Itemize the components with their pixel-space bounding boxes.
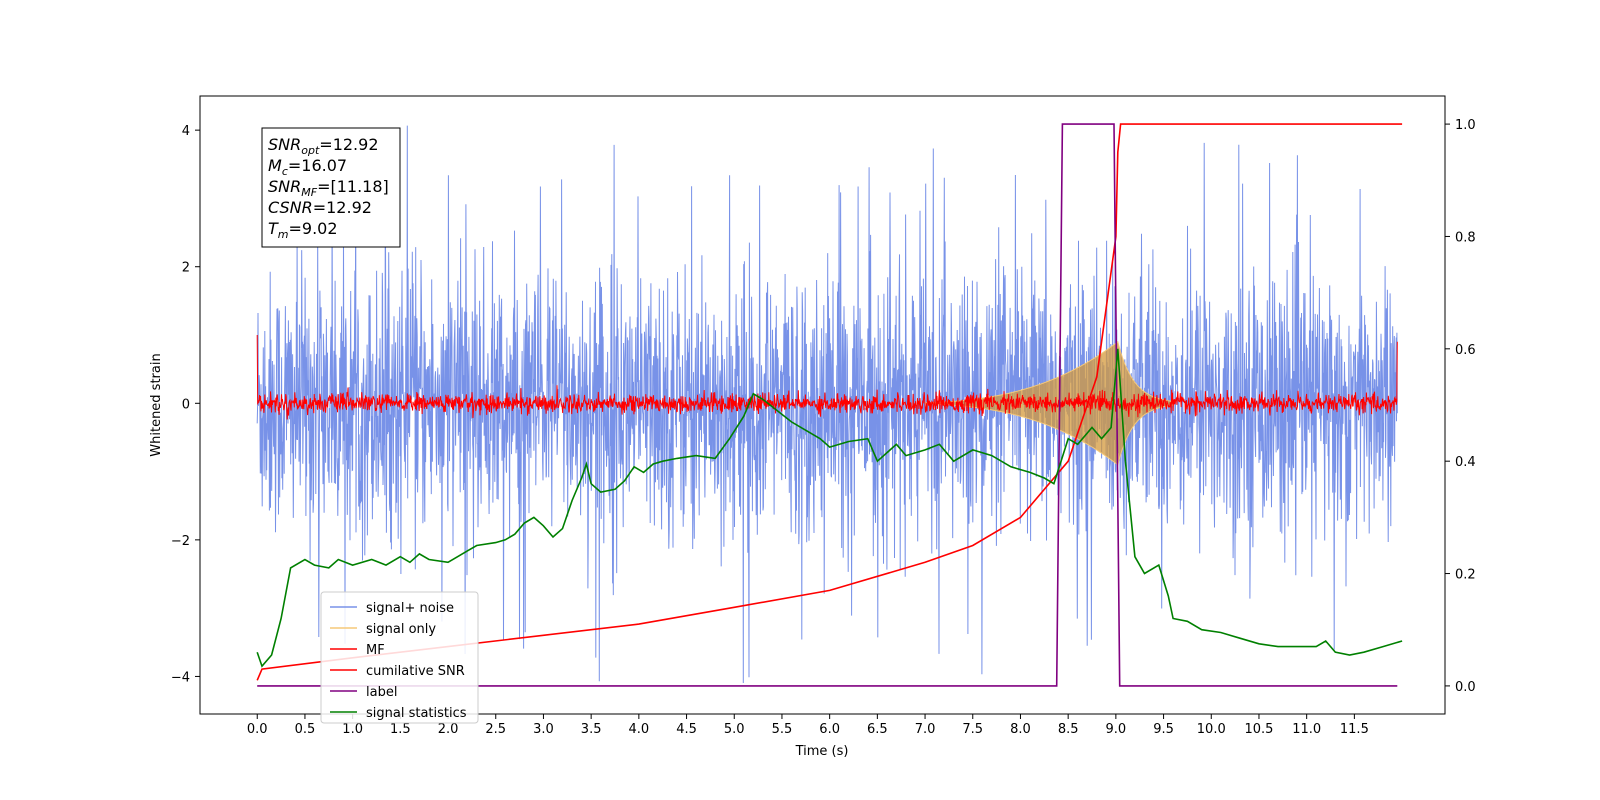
legend-entry: cumilative SNR	[366, 664, 465, 679]
legend-entry: signal only	[366, 622, 436, 637]
x-tick-label: 1.5	[390, 722, 411, 737]
x-tick-label: 11.0	[1292, 722, 1321, 737]
legend: signal+ noise signal only MF cumilative SNR…	[320, 591, 479, 724]
y-tick-label: −4	[171, 670, 190, 685]
x-axis: 0.0 0.5 1.0 1.5 2.0 2.5 3.0 3.5 4.0 4.5 5.0 5.5 6.0 6…	[247, 714, 1369, 737]
series-signal-statistics-line	[256, 348, 1403, 668]
annotation-lines: SNRopt=12.92Mc=16.07SNRMF=[11.18]CSNR=12…	[268, 135, 389, 241]
y-tick-label: −2	[171, 534, 190, 549]
y-tick-label: 4	[182, 124, 190, 139]
legend-frame	[320, 591, 479, 724]
x-tick-label: 4.5	[676, 722, 697, 737]
annotation-box: SNRopt=12.92Mc=16.07SNRMF=[11.18]CSNR=12…	[261, 127, 401, 248]
y-axis-left: 4 2 0 −2 −4	[171, 124, 200, 685]
y-tick-label: 2	[182, 261, 190, 276]
series-mf-line	[256, 334, 1398, 420]
annotation-frame	[261, 127, 401, 248]
x-tick-label: 2.5	[485, 722, 506, 737]
y2-tick-label: 0.2	[1455, 568, 1476, 583]
legend-entry: signal+ noise	[366, 601, 454, 616]
annotation-line: CSNR=12.92	[268, 198, 372, 217]
x-tick-label: 6.5	[867, 722, 888, 737]
annotation-line: Mc=16.07	[268, 156, 347, 178]
x-tick-label: 5.0	[724, 722, 745, 737]
y-axis-label: Whitened strain	[149, 353, 164, 456]
legend-entry: signal statistics	[366, 706, 467, 721]
x-tick-label: 10.0	[1197, 722, 1226, 737]
x-tick-label: 10.5	[1244, 722, 1273, 737]
x-tick-label: 8.5	[1058, 722, 1079, 737]
x-axis-label: Time (s)	[795, 744, 849, 759]
y2-tick-label: 0.8	[1455, 230, 1476, 245]
y-axis-right: 1.0 0.8 0.6 0.4 0.2 0.0	[1445, 118, 1476, 695]
series-label-line	[257, 123, 1398, 687]
legend-entry: MF	[366, 643, 385, 658]
x-tick-label: 9.5	[1153, 722, 1174, 737]
x-tick-label: 7.0	[915, 722, 936, 737]
annotation-line: SNRopt=12.92	[268, 135, 379, 157]
x-tick-label: 6.0	[819, 722, 840, 737]
plot-frame	[199, 95, 1446, 715]
x-tick-label: 1.0	[342, 722, 363, 737]
y2-tick-label: 0.4	[1455, 455, 1476, 470]
legend-items: signal+ noise signal only MF cumilative SNR…	[330, 601, 467, 721]
series-signal-noise-line	[256, 125, 1398, 684]
x-tick-label: 8.0	[1010, 722, 1031, 737]
x-tick-label: 0.5	[295, 722, 316, 737]
x-tick-label: 4.0	[629, 722, 650, 737]
y2-tick-label: 1.0	[1455, 118, 1476, 133]
x-tick-label: 11.5	[1340, 722, 1369, 737]
x-tick-label: 9.0	[1106, 722, 1127, 737]
y-tick-label: 0	[182, 397, 190, 412]
x-tick-label: 7.5	[962, 722, 983, 737]
x-tick-label: 3.0	[533, 722, 554, 737]
y2-tick-label: 0.6	[1455, 343, 1476, 358]
plot-area	[256, 123, 1403, 687]
y2-tick-label: 0.0	[1455, 680, 1476, 695]
legend-entry: label	[366, 685, 397, 700]
x-tick-label: 5.5	[772, 722, 793, 737]
annotation-line: SNRMF=[11.18]	[268, 177, 389, 199]
annotation-line: Tm=9.02	[268, 219, 338, 241]
x-tick-label: 2.0	[438, 722, 459, 737]
x-tick-label: 3.5	[581, 722, 602, 737]
x-tick-label: 0.0	[247, 722, 268, 737]
